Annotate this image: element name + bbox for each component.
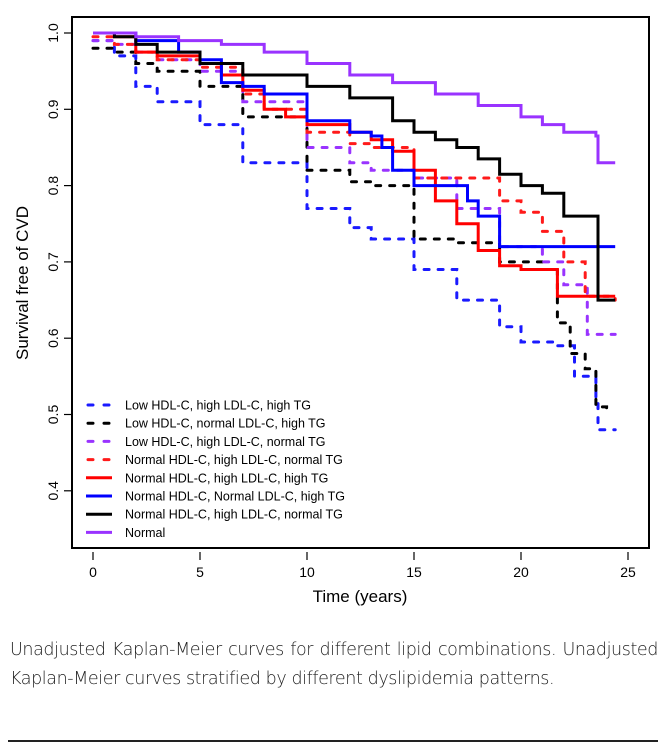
x-tick-label: 0 [89,564,97,580]
y-tick-label: 0.4 [45,481,61,501]
series-line-7 [93,31,616,165]
caption-divider [8,740,658,742]
series-line-0 [91,39,617,432]
y-tick-label: 0.5 [45,405,61,425]
legend-label: Low HDL-C, normal LDL-C, high TG [125,417,326,431]
legend: Low HDL-C, high LDL-C, high TG Low HDL-C,… [86,399,345,540]
y-tick-label: 0.6 [45,328,61,348]
y-tick-label: 0.8 [45,176,61,196]
km-chart: 0 5 10 15 20 25 0.4 0.5 0.6 0.7 0.8 0.9 1.0 Low HDL… [13,16,650,606]
legend-label: Normal HDL-C, Normal LDL-C, high TG [125,490,345,504]
figure-caption: Unadjusted Kaplan-Meier curves for diffe… [10,640,658,689]
y-tick-label: 0.9 [45,99,61,119]
y-axis: 0.4 0.5 0.6 0.7 0.8 0.9 1.0 [45,23,72,501]
y-axis-label: Survival free of CVD [13,206,32,360]
series-line-5 [93,31,616,249]
x-tick-label: 25 [620,564,636,580]
x-tick-label: 15 [406,564,422,580]
legend-label: Low HDL-C, high LDL-C, normal TG [125,435,326,449]
series-line-2 [91,39,617,336]
legend-label: Normal HDL-C, high LDL-C, normal TG [125,453,343,467]
legend-label: Low HDL-C, high LDL-C, high TG [125,399,311,413]
legend-label: Normal HDL-C, high LDL-C, normal TG [125,508,343,522]
legend-label: Normal [125,526,165,540]
series-layer [91,31,617,432]
x-tick-label: 10 [299,564,315,580]
y-tick-label: 0.7 [45,252,61,272]
x-tick-label: 5 [196,564,204,580]
x-tick-label: 20 [513,564,529,580]
plot-frame [71,16,650,549]
x-axis: 0 5 10 15 20 25 [89,552,636,580]
series-line-1 [91,46,609,416]
y-tick-label: 1.0 [45,23,61,43]
x-axis-label: Time (years) [313,587,408,606]
series-line-6 [93,31,616,302]
legend-label: Normal HDL-C, high LDL-C, high TG [125,471,328,485]
